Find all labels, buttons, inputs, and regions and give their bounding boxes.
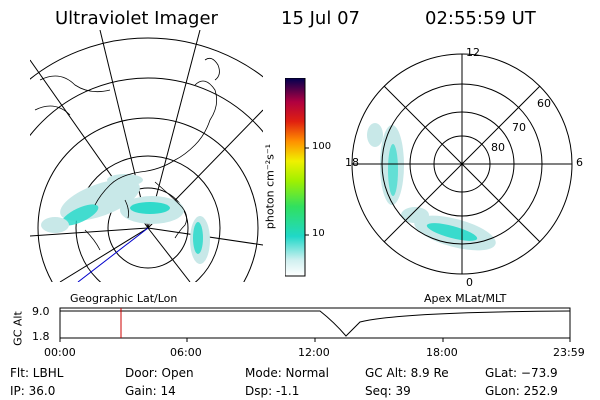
color-bar [285, 78, 309, 277]
gc-alt-info: GC Alt: 8.9 Re [365, 366, 449, 380]
time-tick-0000: 00:00 [44, 346, 76, 359]
time-label: 02:55:59 UT [425, 8, 536, 29]
date-label: 15 Jul 07 [281, 8, 360, 29]
altitude-timeline [59, 307, 571, 342]
altitude-ylabel: GC Alt [11, 311, 25, 346]
meridian [99, 30, 149, 229]
mlat-label-70: 70 [512, 121, 526, 134]
mode-info: Mode: Normal [245, 366, 329, 380]
aurora-emission [367, 123, 496, 251]
meridian [147, 30, 201, 229]
instrument-title: Ultraviolet Imager [55, 8, 218, 29]
time-tick-2359: 23:59 [553, 346, 585, 359]
right-map-caption: Apex MLat/MLT [424, 292, 507, 305]
lat-circle [107, 187, 189, 269]
door-info: Door: Open [125, 366, 194, 380]
time-tick-0600: 06:00 [170, 346, 202, 359]
mlat-label-80: 80 [491, 141, 505, 154]
mlt-label-12: 12 [466, 46, 480, 59]
colorbar-tick-10: 10 [312, 228, 325, 239]
aurora-emission [41, 174, 210, 264]
time-tick-1800: 18:00 [426, 346, 458, 359]
glat-info: GLat: −73.9 [485, 366, 558, 380]
meridian [59, 227, 149, 282]
lat-circle [75, 155, 221, 282]
altitude-curve [60, 310, 571, 337]
nadir-line [77, 227, 149, 282]
dsp-info: Dsp: -1.1 [245, 384, 300, 398]
left-map-caption: Geographic Lat/Lon [70, 292, 178, 305]
altitude-ytick-low: 1.8 [32, 330, 50, 343]
mlt-label-6: 6 [576, 156, 583, 169]
meridian [30, 227, 149, 237]
lat-circle [37, 117, 259, 282]
seq-info: Seq: 39 [365, 384, 411, 398]
coastline [34, 57, 220, 251]
colorbar-tick-100: 100 [312, 141, 332, 152]
ip-info: IP: 36.0 [10, 384, 56, 398]
mlt-diagonal [383, 85, 541, 243]
lat-circle [30, 37, 263, 80]
mlat-label-60: 60 [537, 97, 551, 110]
mlt-label-18: 18 [345, 156, 359, 169]
glon-info: GLon: 252.9 [485, 384, 558, 398]
lat-circle [30, 77, 263, 137]
mlt-label-0: 0 [466, 276, 473, 289]
meridian [147, 227, 191, 282]
gain-info: Gain: 14 [125, 384, 176, 398]
filter-info: Flt: LBHL [10, 366, 64, 380]
altitude-ytick-high: 9.0 [32, 305, 50, 318]
time-tick-1200: 12:00 [298, 346, 330, 359]
